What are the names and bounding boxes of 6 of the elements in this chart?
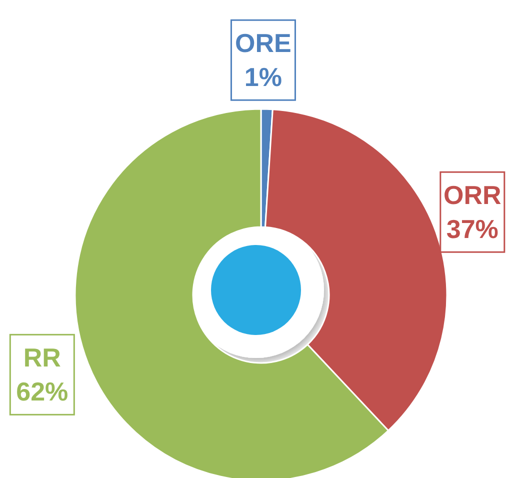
data-label: 62% — [16, 376, 68, 407]
data-label: 1% — [244, 62, 282, 92]
slice-label: ORE — [235, 28, 292, 58]
slice-label: RR — [23, 342, 62, 373]
slice-label: ORR — [444, 180, 502, 210]
data-label: 37% — [446, 214, 498, 244]
